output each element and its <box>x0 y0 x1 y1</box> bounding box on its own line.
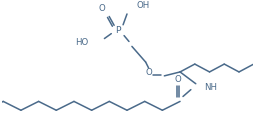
Text: NH: NH <box>203 83 216 92</box>
Text: P: P <box>115 26 120 35</box>
Text: OH: OH <box>136 1 150 10</box>
Text: HO: HO <box>75 38 88 47</box>
Text: O: O <box>98 4 104 13</box>
Text: O: O <box>145 68 151 77</box>
Text: O: O <box>174 75 181 84</box>
